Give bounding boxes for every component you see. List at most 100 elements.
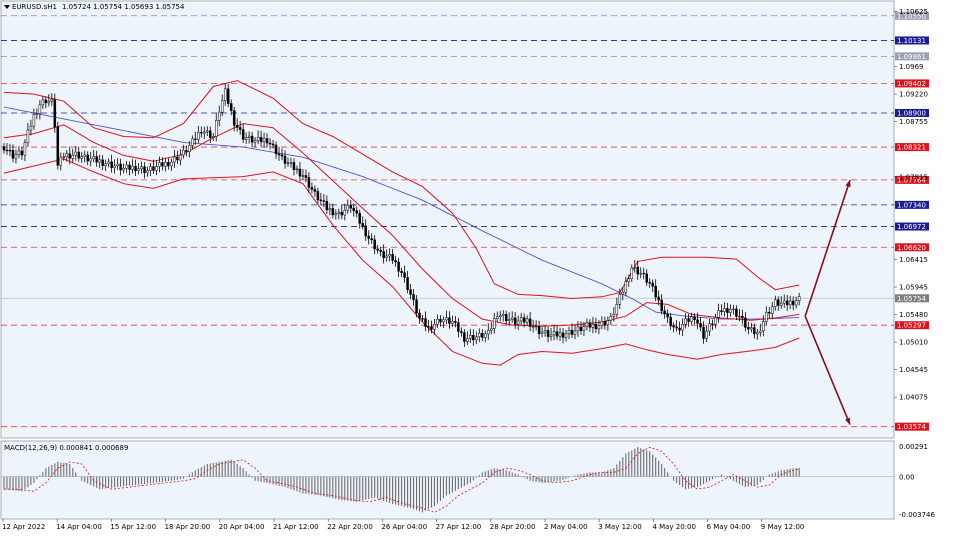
candle-body — [346, 205, 350, 211]
y-tick-label: 1.04545 — [899, 366, 928, 374]
candle-body — [788, 300, 792, 306]
candle-body — [672, 325, 675, 328]
candle-body — [702, 326, 705, 339]
candle-body — [283, 155, 287, 164]
current-price-tag — [895, 294, 929, 303]
x-tick-label: 21 Apr 12:00 — [273, 523, 319, 531]
candle-body — [5, 149, 9, 152]
candle-body — [555, 331, 559, 337]
candle-body — [29, 125, 33, 131]
candle-body — [552, 331, 556, 336]
candle-body — [92, 156, 95, 160]
candle-body — [490, 328, 493, 331]
candle-body — [451, 321, 454, 324]
candle-body — [214, 120, 218, 137]
candle-body — [699, 323, 702, 328]
x-tick-label: 27 Apr 12:00 — [436, 523, 482, 531]
candle-body — [376, 248, 379, 251]
candle-body — [543, 330, 547, 333]
main-plot-area[interactable] — [0, 0, 895, 439]
candle-body — [137, 168, 140, 171]
candle-body — [238, 127, 242, 130]
candle-body — [295, 168, 299, 171]
candle-body — [457, 322, 460, 332]
candle-body — [579, 326, 583, 331]
x-tick-label: 14 Apr 04:00 — [56, 523, 102, 531]
candle-body — [687, 318, 690, 322]
symbol-menu-icon[interactable] — [4, 5, 10, 9]
x-tick-label: 28 Apr 20:00 — [490, 523, 536, 531]
candle-body — [528, 318, 532, 327]
macd-scale-bottom: -0.003746 — [899, 511, 935, 519]
candle-body — [711, 323, 714, 325]
candle-body — [170, 161, 173, 167]
candle-body — [481, 332, 484, 338]
candle-body — [510, 317, 514, 320]
price-level-tag-label: 1.09402 — [897, 80, 926, 88]
candle-body — [735, 308, 738, 317]
candle-body — [182, 149, 185, 156]
x-tick-label: 20 Apr 04:00 — [219, 523, 265, 531]
price-level-tag — [895, 11, 929, 20]
candle-body — [209, 130, 212, 138]
candle-body — [582, 326, 586, 331]
x-tick-label: 26 Apr 04:00 — [381, 523, 427, 531]
macd-label: MACD(12,26,9) 0.000841 0.000689 — [4, 444, 128, 452]
candle-body — [68, 153, 72, 159]
candle-body — [155, 166, 158, 171]
candle-body — [149, 166, 152, 171]
candle-body — [83, 154, 86, 157]
candle-body — [316, 191, 320, 201]
candle-body — [478, 332, 481, 338]
candle-body — [307, 177, 311, 188]
price-axis[interactable]: 1.10625 1.0969 1.09220 1.08755 1.07815 1.0641… — [894, 8, 928, 402]
candle-body — [756, 332, 759, 335]
price-level-tag — [895, 321, 929, 330]
candle-body — [594, 323, 598, 330]
candle-body — [373, 239, 376, 250]
candle-body — [779, 302, 783, 306]
candle-body — [128, 164, 131, 170]
price-level-tag-label: 1.06972 — [897, 223, 926, 231]
price-level-tag-label: 1.08321 — [897, 144, 926, 152]
candle-body — [152, 166, 155, 171]
x-tick-label: 3 May 12:00 — [598, 523, 642, 531]
time-axis[interactable]: 12 Apr 2022 14 Apr 04:00 15 Apr 12:00 18 Ap… — [2, 519, 804, 531]
candle-body — [217, 111, 221, 121]
candle-body — [143, 166, 146, 173]
candle-body — [597, 325, 601, 330]
candle-body — [194, 138, 197, 140]
symbol-label: EURUSD.sH1 — [12, 3, 57, 11]
y-tick-label: 1.07815 — [899, 173, 928, 181]
candle-body — [618, 294, 622, 305]
candle-body — [690, 316, 693, 322]
price-level-tag-label: 1.06620 — [897, 244, 926, 252]
forecast-arrows — [804, 179, 851, 425]
y-tick-label: 1.04075 — [899, 394, 928, 402]
candle-body — [244, 137, 248, 140]
candle-body — [247, 135, 251, 138]
candle-body — [59, 156, 63, 166]
candle-body — [173, 156, 176, 163]
candle-body — [400, 270, 403, 273]
candle-body — [403, 272, 406, 278]
x-tick-label: 12 Apr 2022 — [2, 523, 45, 531]
price-level-tag — [895, 36, 929, 45]
candle-body — [501, 314, 505, 316]
candle-body — [771, 306, 774, 314]
candle-body — [313, 189, 317, 192]
candle-body — [463, 332, 466, 342]
candle-body — [397, 261, 400, 272]
arrow-head-icon — [845, 417, 851, 425]
indicator-lines — [3, 80, 800, 366]
candle-body — [666, 313, 669, 318]
candle-body — [657, 296, 660, 301]
candle-body — [197, 132, 200, 140]
candle-body — [576, 326, 580, 332]
candle-body — [762, 321, 765, 332]
candle-body — [361, 223, 364, 227]
candle-body — [253, 140, 257, 143]
candle-body — [774, 299, 777, 307]
candle-body — [77, 151, 80, 159]
